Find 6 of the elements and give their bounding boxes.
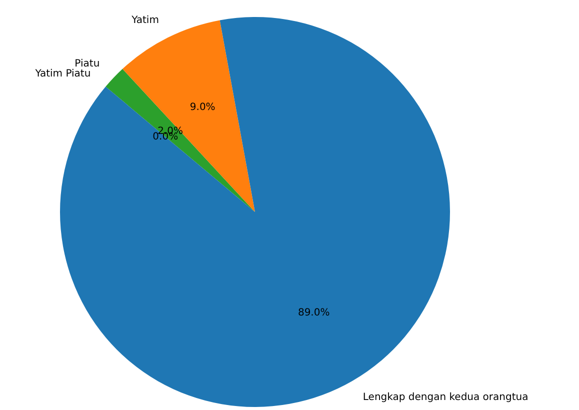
- data-label: 9.0%: [190, 102, 216, 113]
- category-label: Yatim Piatu: [35, 68, 91, 80]
- slice-label: Lengkap dengan kedua orangtua: [362, 392, 528, 403]
- slice-label: Piatu: [74, 58, 100, 70]
- slice-label: Yatim: [130, 14, 159, 26]
- data-label: 89.0%: [298, 308, 330, 319]
